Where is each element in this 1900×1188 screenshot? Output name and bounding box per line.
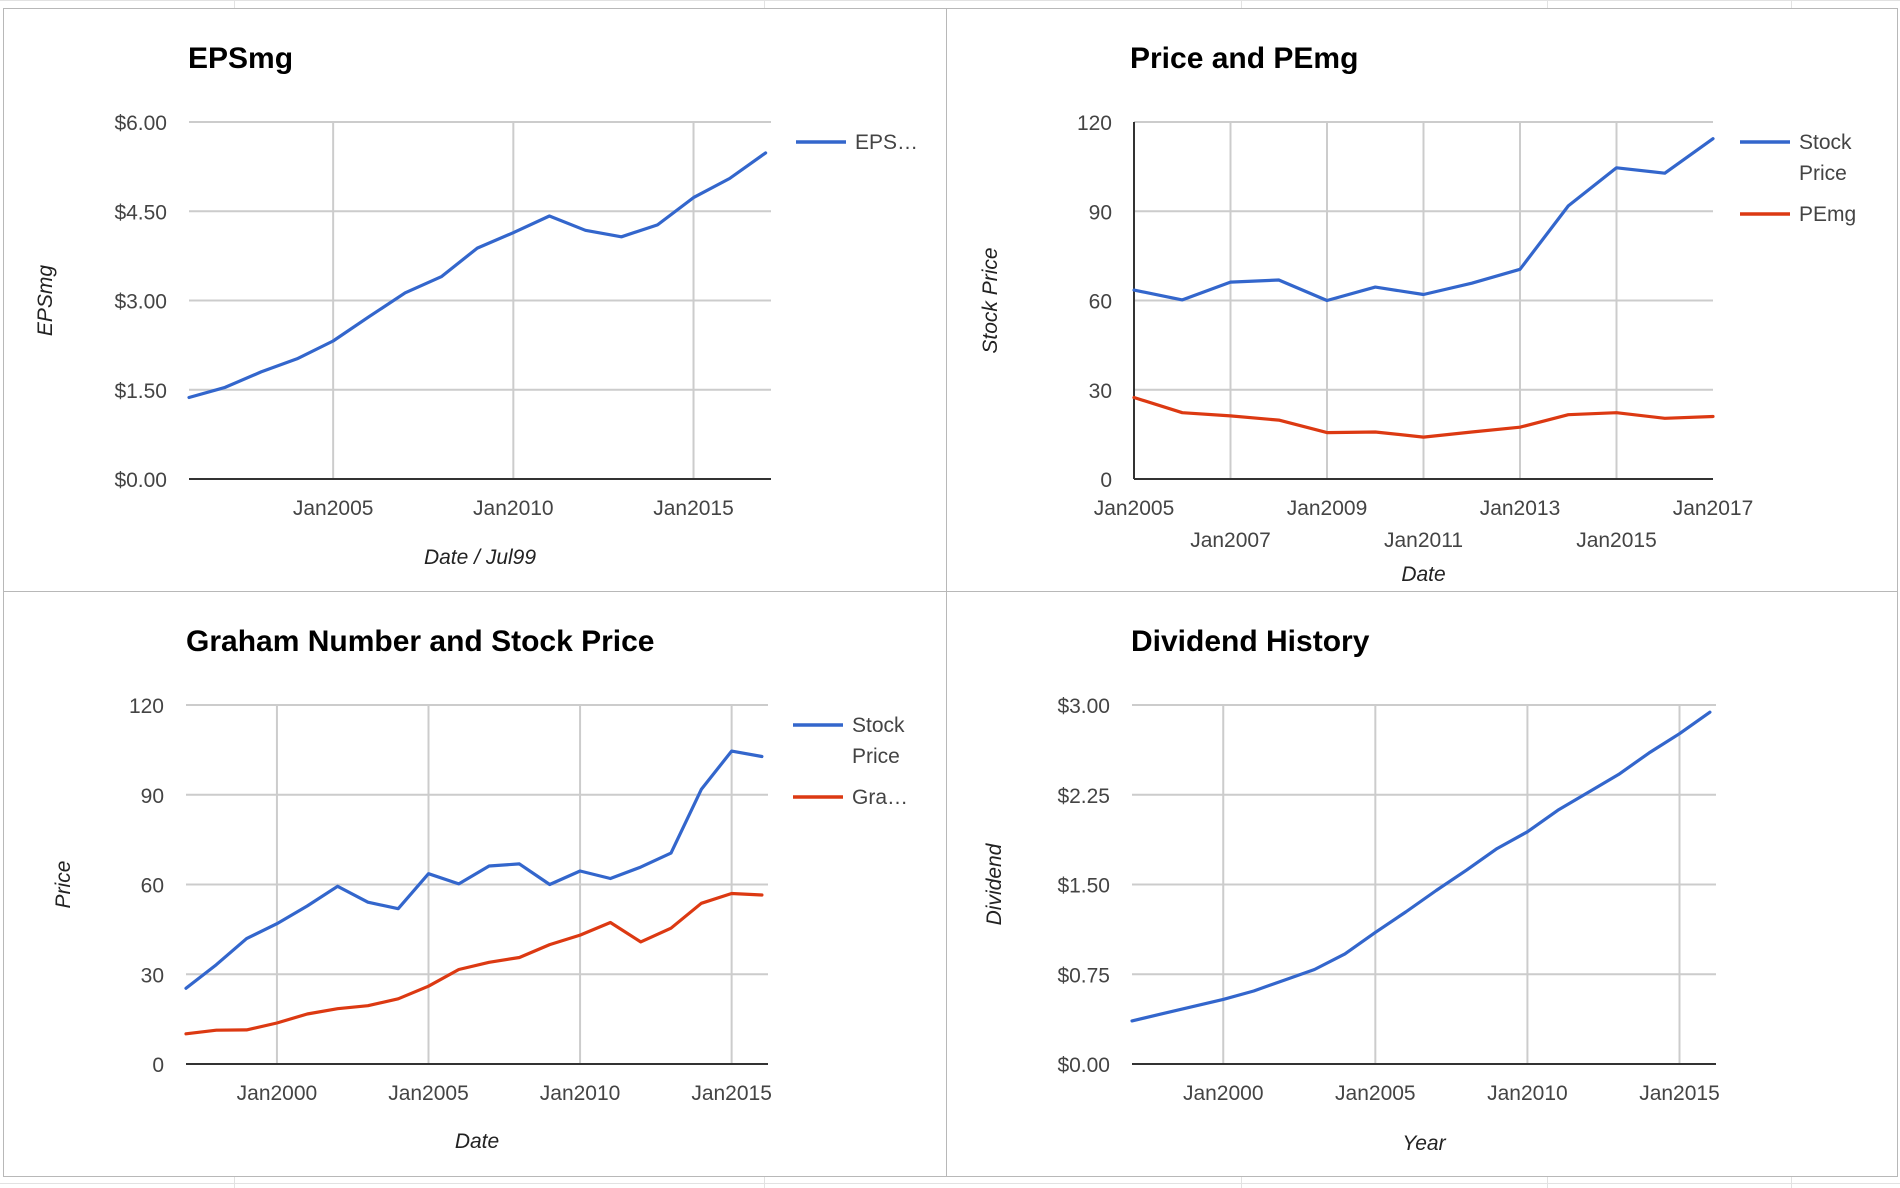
x-tick-label: Jan2013	[1480, 497, 1561, 520]
y-tick-label: 120	[1077, 112, 1112, 135]
chart-graham-number-and-stock-price: Graham Number and Stock Price 0 30 60 90 120 J…	[52, 625, 908, 1153]
y-axis-title: Stock Price	[979, 247, 1002, 353]
series-line-2	[1132, 395, 1715, 439]
x-tick-label: Jan2000	[1183, 1082, 1264, 1105]
y-tick-label: $2.25	[1057, 785, 1110, 808]
chart-panel-epsmg: EPSmg $0.00 $1.50 $3.00 $4.50 $6.00 Jan2005 Jan…	[3, 8, 947, 592]
x-tick-label: Jan2015	[691, 1082, 772, 1105]
x-tick-label: Jan2009	[1287, 497, 1368, 520]
y-axis-title: EPSmg	[34, 265, 57, 337]
x-tick-label: Jan2007	[1190, 529, 1271, 552]
x-tick-label: Jan2005	[293, 497, 374, 520]
chart-title: Dividend History	[1131, 625, 1370, 658]
chart-panel-dividend-history: Dividend History $0.00 $0.75 $1.50 $2.25 $3.0…	[946, 591, 1898, 1177]
chart-title: Graham Number and Stock Price	[186, 625, 655, 658]
chart-panel-price-and-pemg: Price and PEmg 0 30 60 90 120 Jan2005 Jan2007 Ja…	[946, 8, 1898, 592]
legend-label-1: Stock Price	[852, 714, 905, 768]
y-tick-label: 90	[141, 785, 164, 808]
x-axis-title: Date / Jul99	[424, 546, 536, 569]
y-axis-title: Dividend	[983, 842, 1006, 925]
y-tick-label: $3.00	[114, 291, 167, 314]
x-tick-label: Jan2000	[237, 1082, 318, 1105]
chart-title: EPSmg	[188, 42, 293, 75]
chart-panel-graham-number: Graham Number and Stock Price 0 30 60 90 120 J…	[3, 591, 947, 1177]
x-tick-label: Jan2015	[1639, 1082, 1720, 1105]
x-axis-title: Date	[455, 1130, 499, 1153]
x-tick-label: Jan2005	[388, 1082, 469, 1105]
series-line-1	[184, 749, 764, 990]
y-tick-label: $1.50	[1057, 875, 1110, 898]
y-tick-label: $1.50	[114, 380, 167, 403]
y-tick-label: 0	[152, 1054, 164, 1077]
y-tick-label: $4.50	[114, 201, 167, 224]
x-axis-title: Year	[1402, 1132, 1446, 1155]
legend-label-2: PEmg	[1799, 203, 1856, 226]
chart-price-and-pemg: Price and PEmg 0 30 60 90 120 Jan2005 Jan2007 Ja…	[979, 42, 1856, 586]
y-tick-label: 0	[1100, 469, 1112, 492]
y-tick-label: 30	[1089, 380, 1112, 403]
series-line-1	[1132, 137, 1715, 303]
y-tick-label: $0.75	[1057, 964, 1110, 987]
y-tick-label: 90	[1089, 201, 1112, 224]
x-tick-label: Jan2017	[1673, 497, 1754, 520]
x-tick-label: Jan2010	[473, 497, 554, 520]
x-tick-label: Jan2015	[653, 497, 734, 520]
x-axis-title: Date	[1401, 563, 1445, 586]
series-line-1	[187, 151, 768, 400]
series-line-2	[184, 891, 764, 1036]
y-tick-label: 120	[129, 695, 164, 718]
y-tick-label: $6.00	[114, 112, 167, 135]
y-tick-label: 60	[141, 875, 164, 898]
x-tick-label: Jan2005	[1094, 497, 1175, 520]
y-tick-label: $0.00	[114, 469, 167, 492]
y-axis-title: Price	[52, 861, 75, 909]
y-tick-label: $0.00	[1057, 1054, 1110, 1077]
legend-label-1: Stock Price	[1799, 131, 1852, 185]
x-tick-label: Jan2010	[540, 1082, 621, 1105]
chart-title: Price and PEmg	[1130, 42, 1358, 75]
x-tick-label: Jan2005	[1335, 1082, 1416, 1105]
legend-label-2: Gra…	[852, 786, 908, 809]
series-line-1	[1130, 710, 1712, 1023]
y-tick-label: $3.00	[1057, 695, 1110, 718]
y-tick-label: 30	[141, 964, 164, 987]
legend-label-1: EPS…	[855, 131, 918, 154]
x-tick-label: Jan2010	[1487, 1082, 1568, 1105]
x-tick-label: Jan2011	[1384, 529, 1463, 552]
x-tick-label: Jan2015	[1576, 529, 1657, 552]
chart-epsmg: EPSmg $0.00 $1.50 $3.00 $4.50 $6.00 Jan2005 Jan…	[34, 42, 918, 569]
chart-dividend-history: Dividend History $0.00 $0.75 $1.50 $2.25 $3.0…	[983, 625, 1720, 1155]
y-tick-label: 60	[1089, 291, 1112, 314]
